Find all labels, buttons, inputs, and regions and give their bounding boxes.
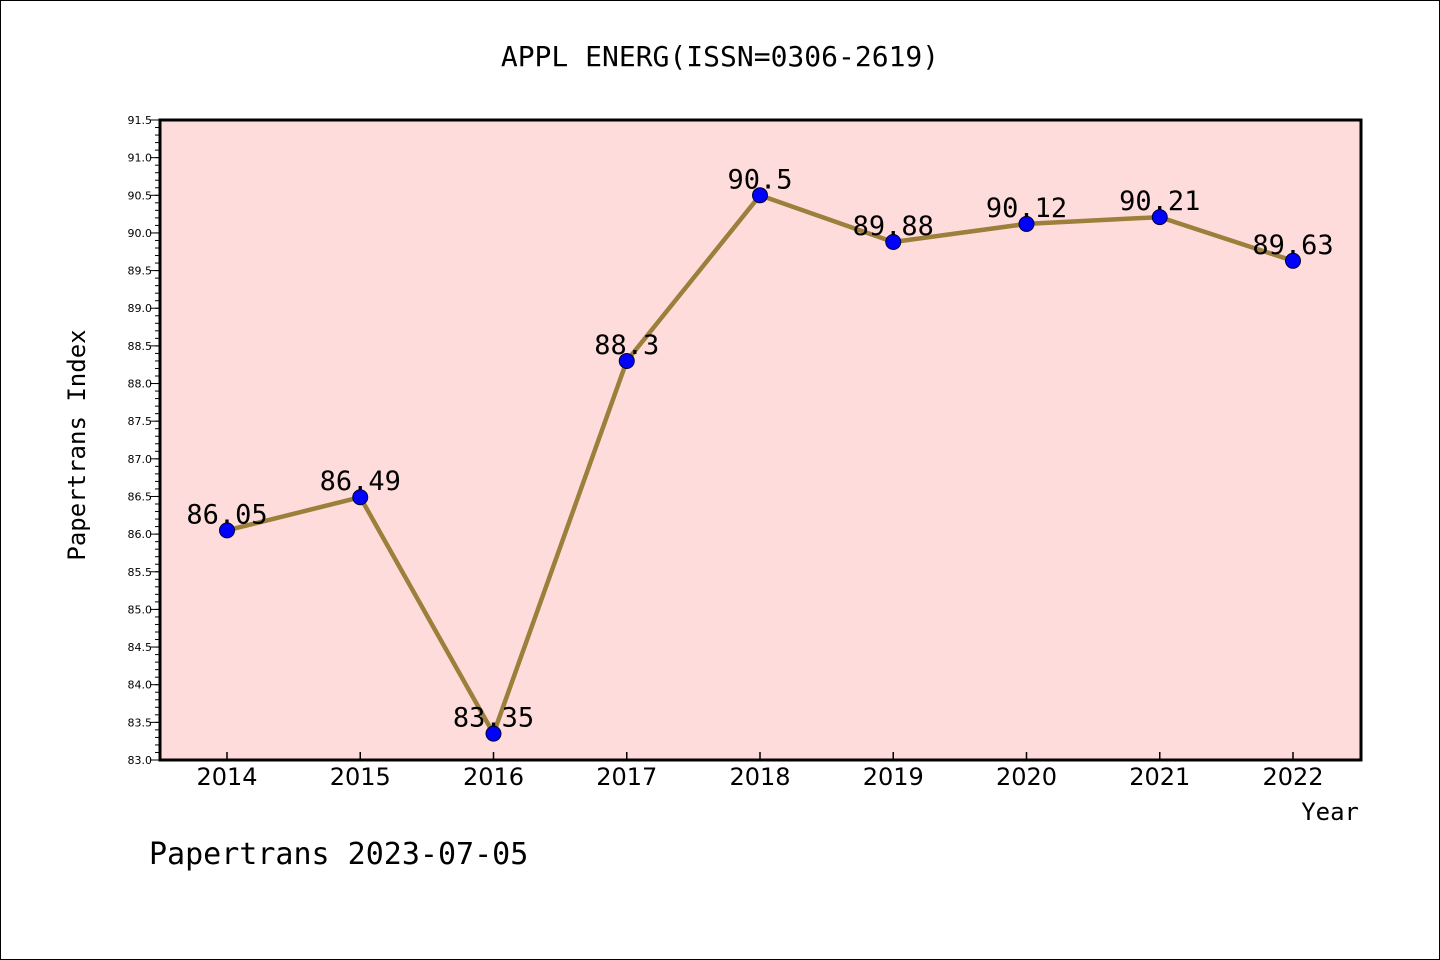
data-label: 90.5: [727, 164, 792, 195]
data-markers: [219, 187, 1301, 742]
y-tick-label: 89.5: [128, 265, 153, 278]
x-tick-label: 2020: [996, 763, 1057, 791]
y-axis-label: Papertrans Index: [63, 329, 91, 560]
x-tick-label: 2018: [729, 763, 790, 791]
footer-text: Papertrans 2023-07-05: [149, 837, 528, 872]
y-tick-label: 85.5: [128, 566, 153, 579]
data-point: [1151, 209, 1168, 226]
data-label: 89.88: [853, 211, 934, 242]
data-point: [219, 522, 235, 539]
data-label: 90.12: [986, 193, 1067, 224]
x-tick-label: 2019: [863, 763, 924, 791]
y-tick-label: 86.5: [128, 490, 153, 503]
x-tick-label: 2021: [1129, 763, 1190, 791]
data-point: [1285, 252, 1301, 269]
y-tick-label: 85.0: [128, 603, 153, 616]
data-label: 88.3: [594, 330, 659, 361]
plot-border: [158, 118, 1363, 762]
data-label: 89.63: [1252, 230, 1333, 261]
y-tick-label: 90.5: [128, 189, 153, 202]
data-point: [352, 489, 369, 506]
data-point: [885, 233, 902, 250]
data-labels: 86.05 86.49 83.35 88.3 90.5 89.88 90.12 90.21 89…: [186, 164, 1333, 733]
y-tick-label: 84.5: [128, 641, 153, 654]
y-axis-ticks: 83.0 83.5 84.0 84.5 85.0 85.5 86.0 86.5 87.0 87.5…: [128, 114, 160, 767]
data-point: [618, 352, 635, 369]
data-label: 86.05: [186, 499, 267, 530]
x-tick-label: 2022: [1262, 763, 1323, 791]
y-tick-label: 88.0: [128, 378, 153, 391]
data-point: [752, 187, 768, 204]
y-tick-label: 89.0: [128, 302, 153, 315]
chart-title: APPL ENERG(ISSN=0306-2619): [501, 40, 939, 73]
x-axis-label: Year: [1301, 798, 1359, 826]
x-tick-label: 2016: [463, 763, 524, 791]
y-tick-label: 88.5: [128, 340, 153, 353]
y-tick-label: 83.0: [128, 754, 153, 767]
plot-area: [160, 120, 1361, 760]
data-label: 83.35: [453, 703, 534, 734]
y-tick-label: 91.0: [128, 152, 153, 165]
x-tick-label: 2015: [330, 763, 391, 791]
y-tick-label: 86.0: [128, 528, 153, 541]
data-point: [485, 725, 502, 742]
data-point: [1018, 215, 1035, 232]
y-tick-label: 83.5: [128, 716, 153, 729]
y-tick-label: 87.0: [128, 453, 153, 466]
x-axis-ticks: 2014 2015 2016 2017 2018 2019 2020 2021 2022: [196, 752, 1324, 791]
y-tick-label: 84.0: [128, 679, 153, 692]
x-tick-label: 2014: [196, 763, 257, 791]
y-tick-label: 87.5: [128, 415, 153, 428]
y-tick-label: 91.5: [128, 114, 153, 127]
y-tick-label: 90.0: [128, 227, 153, 240]
data-label: 90.21: [1119, 186, 1200, 217]
data-label: 86.49: [320, 466, 401, 497]
x-tick-label: 2017: [596, 763, 657, 791]
